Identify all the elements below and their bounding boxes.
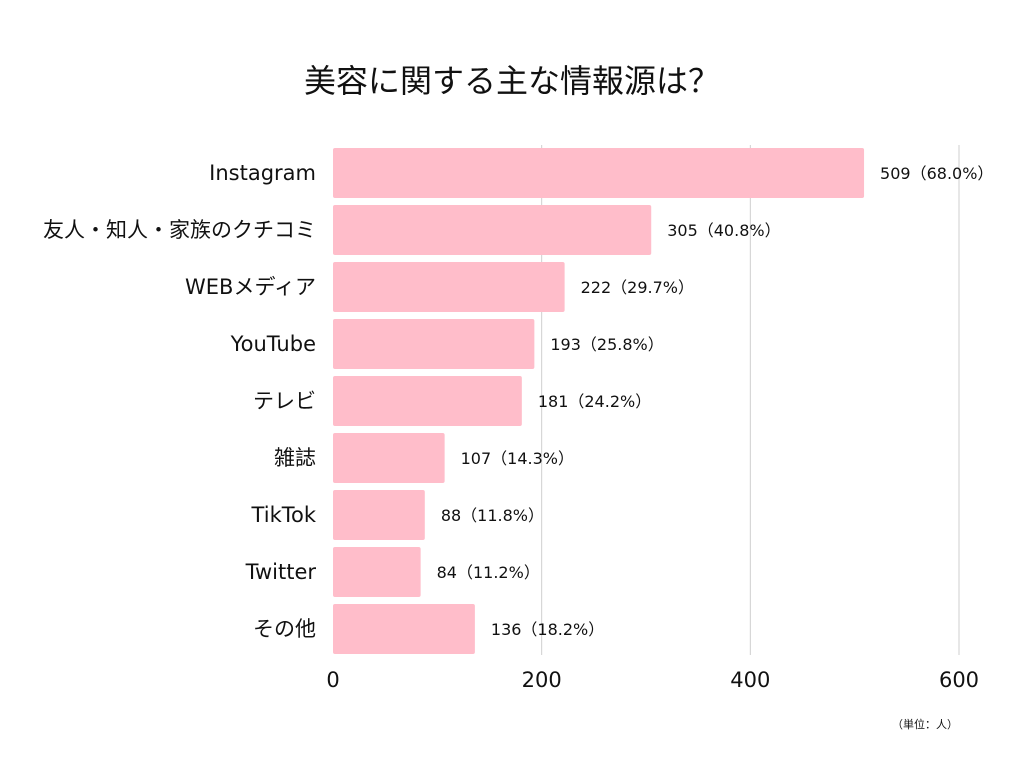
chart-title: 美容に関する主な情報源は？ [304,62,720,100]
category-label-6: TikTok [251,503,317,527]
value-label-4: 181（24.2%） [538,392,651,411]
category-label-7: Twitter [245,560,317,584]
value-label-7: 84（11.2%） [437,563,540,582]
category-label-8: その他 [253,617,316,641]
bar-1 [333,205,652,255]
value-label-2: 222（29.7%） [581,278,694,297]
category-label-2: WEBメディア [185,275,316,299]
bar-3 [333,319,535,369]
bar-0 [333,148,865,198]
category-labels: Instagram 友人・知人・家族のクチコミ WEBメディア YouTube テレビ雑… [43,161,317,641]
bars [333,148,865,654]
x-axis-tick-labels: 0 200 400 600 [326,668,979,692]
bar-6 [333,490,425,540]
x-tick-label-0: 0 [326,668,339,692]
value-label-5: 107（14.3%） [461,449,574,468]
x-tick-label-400: 400 [730,668,770,692]
category-label-0: Instagram [209,161,316,185]
value-label-3: 193（25.8%） [550,335,663,354]
bar-4 [333,376,522,426]
value-labels: 509（68.0%） 305（40.8%） 222（29.7%） 193（25.8%）… [437,164,994,639]
category-label-4: テレビ [253,389,316,413]
bar-5 [333,433,445,483]
value-label-6: 88（11.8%） [441,506,544,525]
x-tick-label-200: 200 [522,668,562,692]
unit-note: （単位：人） [892,717,958,731]
x-tick-label-600: 600 [939,668,979,692]
category-label-3: YouTube [230,332,316,356]
category-label-1: 友人・知人・家族のクチコミ [43,218,316,242]
bar-7 [333,547,421,597]
value-label-8: 136（18.2%） [491,620,604,639]
bar-2 [333,262,565,312]
category-label-5: 雑誌 [274,446,316,470]
bar-8 [333,604,475,654]
value-label-1: 305（40.8%） [667,221,780,240]
value-label-0: 509（68.0%） [880,164,993,183]
